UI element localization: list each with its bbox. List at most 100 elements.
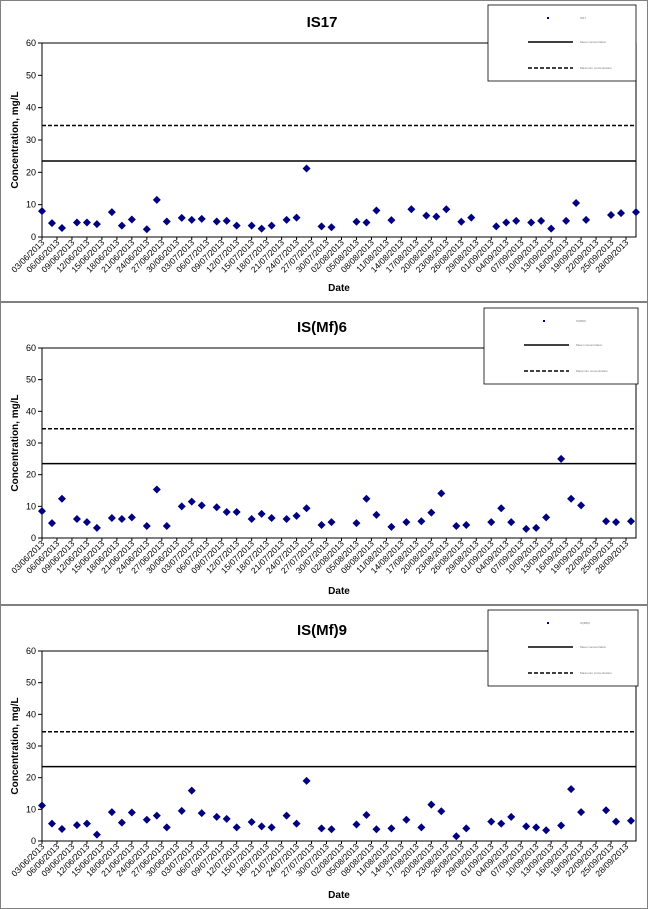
data-point	[107, 208, 116, 217]
data-point	[57, 223, 66, 232]
data-point	[302, 776, 311, 785]
data-point	[267, 823, 276, 832]
data-point	[57, 824, 66, 833]
data-point	[352, 217, 361, 226]
data-point	[467, 213, 476, 222]
data-point	[152, 195, 161, 204]
data-point	[57, 494, 66, 503]
data-point	[627, 517, 636, 526]
data-point	[487, 817, 496, 826]
data-point	[232, 221, 241, 230]
data-point	[92, 830, 101, 839]
legend-entry: Maximum concentration	[576, 369, 608, 373]
data-point	[197, 809, 206, 818]
data-point	[417, 823, 426, 832]
data-point	[257, 224, 266, 233]
x-axis-label: Date	[328, 283, 350, 294]
data-point	[557, 821, 566, 830]
data-point	[602, 517, 611, 526]
data-point	[417, 517, 426, 526]
data-point	[427, 800, 436, 809]
data-point	[282, 811, 291, 820]
data-point	[82, 819, 91, 828]
data-point	[212, 812, 221, 821]
data-point	[457, 217, 466, 226]
legend-entry: IS17	[580, 16, 587, 20]
y-tick-label: 60	[26, 38, 36, 48]
data-point	[317, 824, 326, 833]
data-point	[72, 821, 81, 830]
data-point	[282, 215, 291, 224]
data-point	[452, 832, 461, 841]
data-point	[492, 222, 501, 231]
data-point	[127, 808, 136, 817]
data-point	[567, 494, 576, 503]
data-point	[177, 502, 186, 511]
data-point	[602, 806, 611, 815]
data-point	[47, 819, 56, 828]
data-point	[402, 518, 411, 527]
data-point	[247, 221, 256, 230]
data-point	[257, 822, 266, 831]
data-point	[117, 515, 126, 523]
legend-entry: Mean concentration	[580, 40, 607, 44]
legend-entry: Mean concentration	[580, 645, 607, 649]
chart-title: IS(Mf)9	[297, 622, 347, 639]
data-point	[432, 212, 441, 221]
chart-title: IS(Mf)6	[297, 319, 347, 336]
data-point	[197, 501, 206, 510]
legend-box	[487, 609, 639, 687]
data-point	[267, 514, 276, 523]
legend-entry: Mean concentration	[576, 343, 603, 347]
data-point	[542, 513, 551, 522]
data-point	[142, 815, 151, 824]
data-point	[582, 215, 591, 224]
data-point	[362, 811, 371, 820]
data-point	[487, 518, 496, 527]
data-point	[327, 518, 336, 527]
y-tick-label: 20	[26, 167, 36, 177]
data-point	[462, 824, 471, 833]
data-point	[187, 215, 196, 224]
legend: IS(Mf)9 Mean concentration Maximum concent…	[487, 609, 639, 687]
legend-box	[483, 307, 639, 385]
data-point	[612, 518, 621, 527]
data-point	[107, 808, 116, 817]
data-point	[562, 216, 571, 225]
data-point	[542, 826, 551, 835]
data-point	[372, 206, 381, 215]
data-point	[567, 785, 576, 794]
data-point	[38, 207, 46, 216]
data-point	[317, 222, 326, 231]
y-axis-label: Concentration, mg/L	[10, 697, 21, 794]
data-point	[257, 509, 266, 518]
y-tick-label: 60	[26, 343, 36, 353]
data-point	[82, 218, 91, 227]
data-point	[327, 223, 336, 232]
y-tick-label: 40	[26, 709, 36, 719]
data-point	[38, 507, 46, 516]
data-point	[47, 219, 56, 228]
data-point	[222, 814, 231, 823]
data-point	[187, 786, 196, 795]
data-point	[292, 819, 301, 828]
data-point	[72, 218, 81, 227]
data-point	[267, 221, 276, 230]
data-point	[502, 218, 511, 227]
data-point	[92, 523, 101, 532]
legend-entry: Maximum concentration	[580, 66, 612, 70]
data-point	[497, 819, 506, 828]
data-point	[402, 815, 411, 824]
data-point	[162, 521, 171, 530]
data-point	[212, 503, 221, 512]
data-point	[527, 218, 536, 227]
y-tick-label: 20	[26, 470, 36, 480]
data-point	[577, 501, 586, 510]
data-point	[427, 508, 436, 517]
data-point	[577, 808, 586, 817]
data-point	[352, 519, 361, 528]
y-tick-label: 0	[31, 533, 36, 543]
plot-area	[41, 347, 637, 539]
